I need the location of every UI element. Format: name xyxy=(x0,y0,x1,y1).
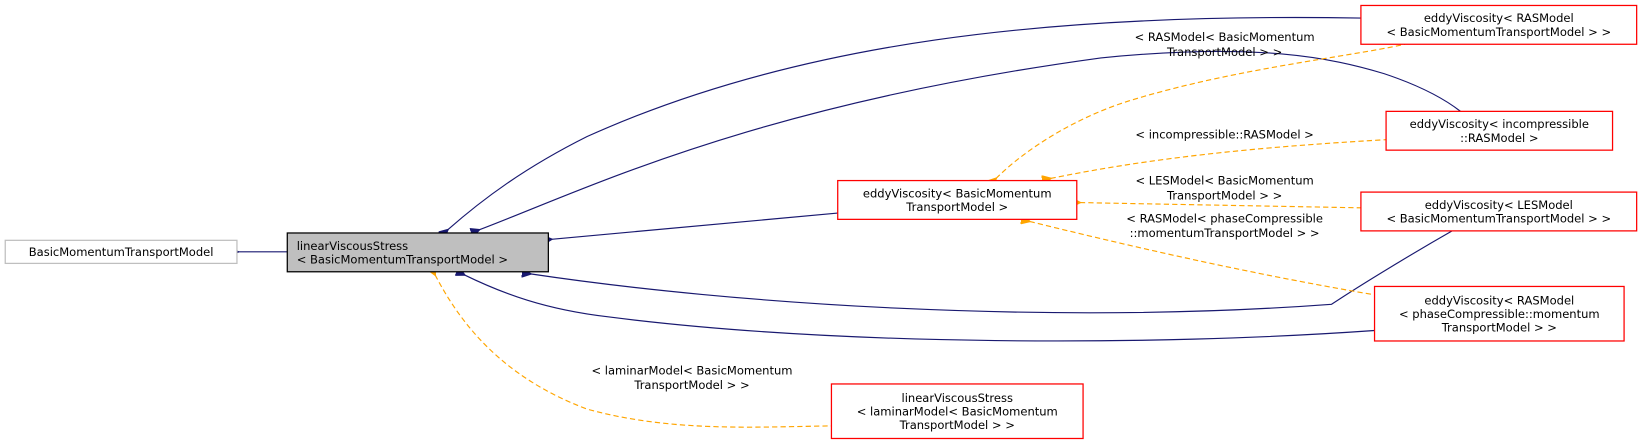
node-label: eddyViscosity< RASModel xyxy=(1424,293,1574,307)
class-node: eddyViscosity< incompressible::RASModel … xyxy=(1385,110,1614,151)
node-label: BasicMomentumTransportModel xyxy=(29,245,214,259)
class-node: linearViscousStress< BasicMomentumTransp… xyxy=(286,232,549,273)
node-label: eddyViscosity< LESModel xyxy=(1425,198,1573,212)
nodes: BasicMomentumTransportModel linearViscous… xyxy=(4,4,1638,440)
node-box xyxy=(1385,110,1614,151)
node-label: < BasicMomentumTransportModel > xyxy=(297,252,508,266)
inheritance-edge xyxy=(551,212,838,239)
node-box xyxy=(286,232,549,273)
node-box xyxy=(837,179,1078,220)
node-label: eddyViscosity< BasicMomentum xyxy=(863,186,1052,200)
node-label: eddyViscosity< RASModel xyxy=(1424,11,1574,25)
node-label: TransportModel > > xyxy=(1441,321,1557,335)
node-label: TransportModel > > xyxy=(899,418,1015,432)
edge-label: < RASModel< phaseCompressible xyxy=(1126,211,1323,225)
edge-label: TransportModel > > xyxy=(1166,188,1282,202)
node-box xyxy=(830,383,1084,440)
class-node: eddyViscosity< RASModel< BasicMomentumTr… xyxy=(1360,4,1638,45)
inheritance-edge xyxy=(531,230,1453,314)
template-edge xyxy=(1080,203,1361,209)
node-label: < BasicMomentumTransportModel > > xyxy=(1386,211,1611,225)
class-node: eddyViscosity< LESModel< BasicMomentumTr… xyxy=(1360,191,1638,232)
edge-label: < LESModel< BasicMomentum xyxy=(1135,174,1313,188)
node-box xyxy=(1360,4,1638,45)
template-edge xyxy=(996,43,1406,178)
node-label: < laminarModel< BasicMomentum xyxy=(857,404,1058,418)
edges xyxy=(238,16,1461,428)
edge-label: TransportModel > > xyxy=(1166,45,1282,59)
template-edge xyxy=(1030,221,1375,296)
inheritance-edge xyxy=(464,275,1375,342)
class-node: linearViscousStress< laminarModel< Basic… xyxy=(830,383,1084,440)
node-label: linearViscousStress xyxy=(902,391,1013,405)
node-label: < phaseCompressible::momentum xyxy=(1399,307,1600,321)
class-node: eddyViscosity< BasicMomentumTransportMod… xyxy=(837,179,1078,220)
class-node: eddyViscosity< RASModel< phaseCompressib… xyxy=(1373,285,1625,342)
template-edge xyxy=(435,275,832,428)
edge-label: TransportModel > > xyxy=(633,378,749,392)
edge-label: < laminarModel< BasicMomentum xyxy=(591,364,792,378)
node-label: eddyViscosity< incompressible xyxy=(1410,117,1589,131)
edge-label: < RASModel< BasicMomentum xyxy=(1135,30,1315,44)
node-label: ::RASModel > xyxy=(1460,131,1538,145)
node-label: < BasicMomentumTransportModel > > xyxy=(1386,25,1611,39)
node-label: TransportModel > xyxy=(905,200,1008,214)
inheritance-edge xyxy=(448,16,1361,229)
edge-label: < incompressible::RASModel > xyxy=(1135,128,1313,142)
node-box xyxy=(1360,191,1638,232)
inheritance-edge xyxy=(479,50,1461,229)
edge-label: ::momentumTransportModel > > xyxy=(1130,226,1320,240)
node-box xyxy=(1373,285,1625,342)
edge-labels: < RASModel< BasicMomentumTransportModel … xyxy=(591,30,1322,392)
class-node: BasicMomentumTransportModel xyxy=(4,239,238,265)
node-box xyxy=(4,239,238,265)
template-edge xyxy=(1051,139,1387,179)
node-label: linearViscousStress xyxy=(297,239,408,253)
